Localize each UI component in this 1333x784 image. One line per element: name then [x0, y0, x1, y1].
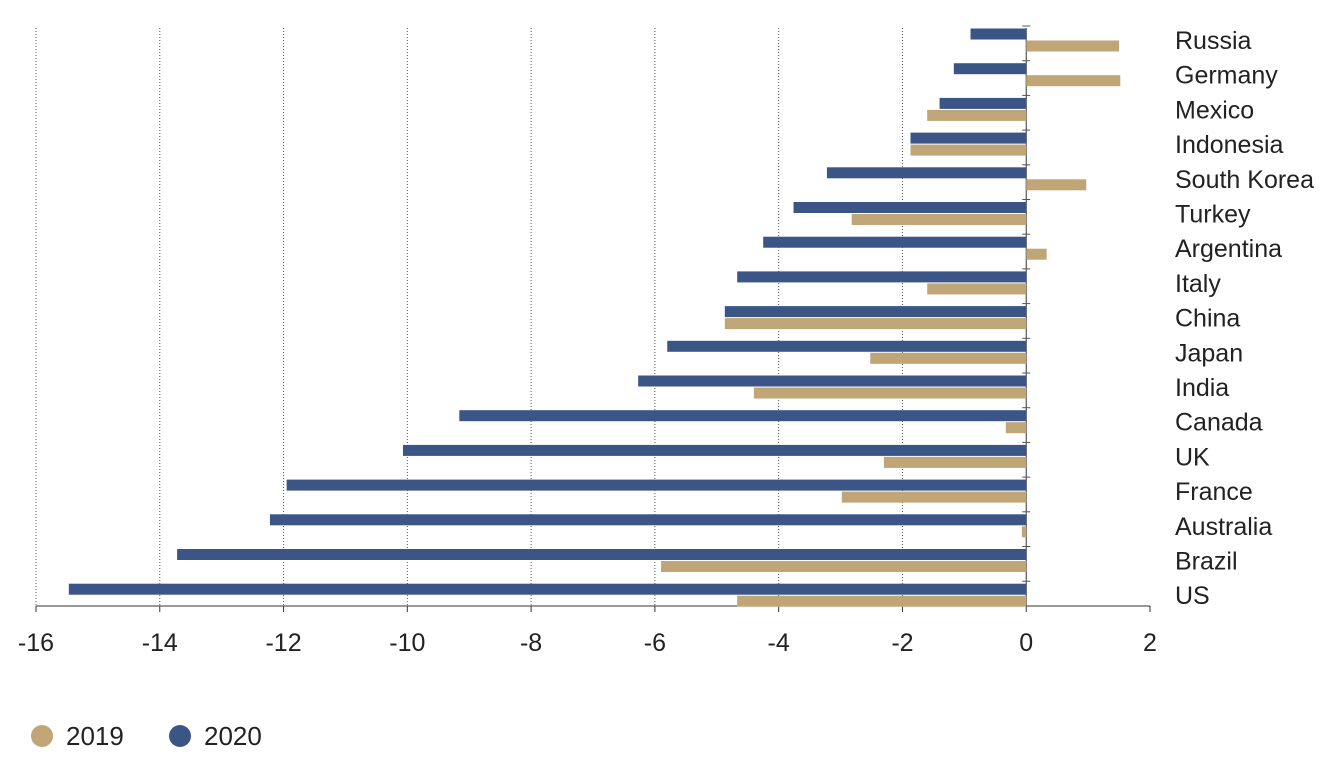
bar-2019-turkey — [851, 214, 1027, 225]
x-tick-label: -10 — [389, 629, 425, 657]
x-tick-label: -14 — [142, 629, 178, 657]
category-label-russia: Russia — [1175, 27, 1252, 55]
bar-2019-germany — [1026, 75, 1121, 87]
category-label-india: India — [1175, 374, 1229, 402]
bar-2019-italy — [927, 283, 1027, 295]
bar-2019-argentina — [1026, 248, 1047, 260]
bar-2020-france — [286, 479, 1027, 491]
x-tick-label: 0 — [1019, 629, 1033, 657]
x-tick-label: -6 — [644, 629, 666, 657]
bar-2019-mexico — [927, 109, 1027, 121]
category-label-south-korea: South Korea — [1175, 166, 1314, 194]
bar-2019-france — [841, 491, 1027, 503]
legend: 2019 2020 — [31, 721, 262, 751]
bar-2019-south-korea — [1026, 179, 1087, 191]
category-label-argentina: Argentina — [1175, 235, 1282, 263]
category-label-australia: Australia — [1175, 513, 1272, 541]
x-tick-label: -12 — [265, 629, 301, 657]
bar-2019-australia — [1021, 526, 1027, 538]
x-tick-label: -4 — [768, 629, 790, 657]
category-label-germany: Germany — [1175, 62, 1278, 90]
bar-2019-us — [737, 595, 1027, 607]
bar-2019-russia — [1026, 40, 1120, 52]
bar-2020-south-korea — [826, 167, 1027, 179]
bar-2019-canada — [1005, 422, 1027, 434]
bar-2020-china — [724, 306, 1027, 318]
bar-2019-india — [753, 387, 1027, 399]
x-tick-label: -16 — [18, 629, 54, 657]
legend-marker-2019 — [31, 725, 53, 747]
bar-2020-brazil — [177, 549, 1027, 560]
bar-2020-us — [68, 583, 1027, 595]
bar-2020-canada — [459, 410, 1027, 422]
bar-2020-japan — [667, 340, 1027, 352]
category-label-us: US — [1175, 582, 1210, 610]
legend-label-2020: 2020 — [204, 721, 262, 751]
bar-2020-australia — [269, 514, 1027, 526]
legend-marker-2020 — [169, 725, 191, 747]
bar-2020-indonesia — [910, 132, 1027, 144]
category-label-turkey: Turkey — [1175, 201, 1251, 229]
category-label-brazil: Brazil — [1175, 548, 1238, 576]
legend-label-2019: 2019 — [66, 721, 124, 751]
bar-2020-italy — [737, 271, 1027, 283]
category-label-china: China — [1175, 305, 1240, 333]
x-tick-label: -2 — [891, 629, 913, 657]
bar-2020-turkey — [793, 202, 1027, 213]
category-label-mexico: Mexico — [1175, 96, 1254, 124]
bar-2019-uk — [883, 456, 1027, 468]
category-label-italy: Italy — [1175, 270, 1221, 298]
bar-2020-mexico — [939, 97, 1027, 109]
category-label-japan: Japan — [1175, 339, 1243, 367]
bar-2020-uk — [403, 444, 1027, 456]
category-label-indonesia: Indonesia — [1175, 131, 1284, 159]
category-labels: Russia Germany Mexico Indonesia South Korea T… — [1175, 27, 1314, 610]
x-tick-label: 2 — [1143, 629, 1157, 657]
category-label-france: France — [1175, 478, 1253, 506]
bars — [68, 28, 1121, 607]
bar-2019-japan — [870, 352, 1027, 364]
category-label-canada: Canada — [1175, 409, 1263, 437]
bar-2020-argentina — [763, 236, 1027, 248]
bar-2019-brazil — [661, 561, 1027, 572]
bar-2020-germany — [953, 63, 1027, 75]
x-tick-label: -8 — [520, 629, 542, 657]
bar-2020-india — [638, 375, 1027, 387]
bar-2019-indonesia — [910, 144, 1027, 156]
category-label-uk: UK — [1175, 443, 1210, 471]
bar-2019-china — [724, 318, 1027, 330]
bar-2020-russia — [970, 28, 1027, 40]
